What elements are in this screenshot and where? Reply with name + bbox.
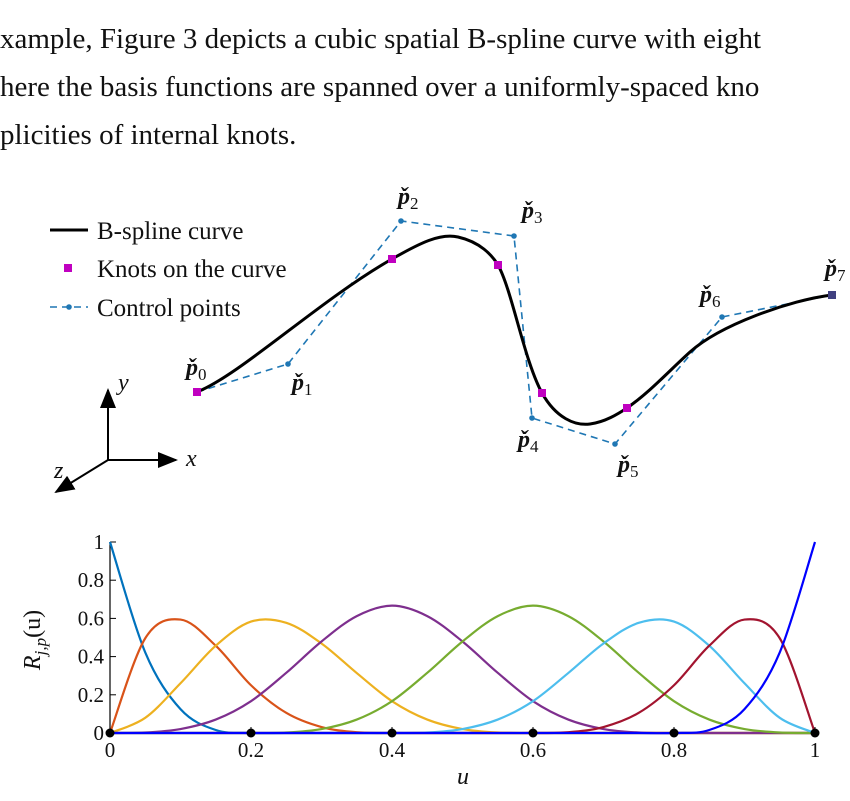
legend-swatch [64,264,72,272]
x-tick-label: 0.8 [661,738,687,762]
y-tick-label: 1 [94,530,105,554]
knot-dot [528,728,538,738]
control-point-label: p̌4 [516,427,539,456]
x-tick-label: 0 [105,738,116,762]
basis-curve [109,541,817,735]
knot-dot [105,728,115,738]
knot-dot [810,728,820,738]
text-line: xample, Figure 3 depicts a cubic spatial… [0,23,761,55]
spline-figure: p̌0 p̌1 p̌2 p̌3 p̌4 p̌5 p̌6 p̌7 B-spline… [50,184,846,494]
basis-chart: u Rj,p(u) 0 0.2 0.4 0.6 0.8 1 0 0.2 0.4 0.6 0.8 1 [20,530,820,790]
text-line: plicities of internal knots. [0,119,296,151]
control-point-label: p̌6 [698,282,721,311]
axis-letter: y [116,370,129,396]
knot-dot [669,728,679,738]
text-line: here the basis functions are spanned ove… [0,71,759,103]
control-point-label: p̌5 [616,452,639,481]
x-tick-label: 0.4 [379,738,406,762]
y-tick-label: 0.8 [78,568,104,592]
axis-letter: x [185,446,197,472]
legend-label: B-spline curve [97,218,243,245]
axis-letter: z [53,458,64,484]
x-tick-label: 0.2 [238,738,264,762]
y-axis-label: Rj,p(u) [20,610,50,671]
control-point-label: p̌2 [396,184,419,213]
x-tick-label: 0.6 [520,738,546,762]
x-tick-label: 1 [810,738,821,762]
y-tick-label: 0.4 [78,645,105,669]
x-axis-label: u [457,764,469,790]
y-tick-label: 0 [94,721,105,745]
legend-label: Control points [97,295,241,322]
axis-arrow [54,459,109,494]
y-tick-label: 0.6 [78,606,104,630]
control-polygon [196,220,833,445]
curve-knots [193,255,836,412]
knot-dot [387,728,397,738]
legend-swatch [66,304,72,310]
control-point-label: p̌0 [184,355,207,384]
legend-label: Knots on the curve [97,256,287,283]
control-point-label: p̌7 [823,256,846,285]
control-point-label: p̌1 [290,370,313,399]
knot-dot [246,728,256,738]
y-tick-label: 0.2 [78,683,104,707]
control-point-label: p̌3 [520,198,543,227]
